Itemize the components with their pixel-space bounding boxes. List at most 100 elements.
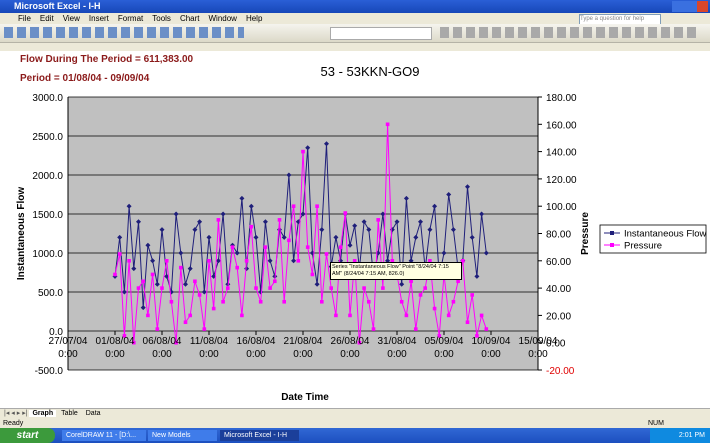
chart-title: 53 - 53KKN-GO9 bbox=[321, 64, 420, 79]
sheet-tab[interactable]: Table bbox=[61, 410, 78, 417]
x-tick-label: 10/09/04 0:00 bbox=[471, 336, 511, 360]
point-marker bbox=[254, 286, 258, 290]
y-tick-label: -500.0 bbox=[35, 366, 64, 377]
status-bar: Ready NUM bbox=[0, 419, 710, 428]
menu-item[interactable]: File bbox=[18, 14, 31, 23]
sheet-tabs: |◂ ◂ ▸ ▸| Graph Table Data bbox=[0, 408, 710, 419]
point-marker bbox=[141, 279, 145, 284]
point-marker bbox=[329, 286, 333, 290]
point-marker bbox=[315, 204, 319, 208]
point-marker bbox=[381, 286, 385, 290]
point-marker bbox=[230, 245, 235, 249]
start-button[interactable]: start bbox=[0, 428, 55, 443]
legend-marker bbox=[610, 231, 614, 235]
point-marker bbox=[320, 299, 324, 304]
point-marker bbox=[428, 259, 432, 263]
menu-item[interactable]: Insert bbox=[88, 14, 109, 23]
menu-item[interactable]: Help bbox=[245, 14, 263, 23]
window-buttons[interactable] bbox=[672, 1, 708, 12]
point-marker bbox=[291, 204, 296, 208]
point-marker bbox=[136, 219, 141, 225]
point-marker bbox=[461, 259, 465, 263]
status-num: NUM bbox=[648, 420, 664, 427]
y2-tick-label: 160.00 bbox=[546, 120, 577, 131]
menu-item[interactable]: Tools bbox=[152, 14, 171, 23]
clock: 2:01 PM bbox=[650, 428, 710, 443]
point-marker bbox=[475, 334, 479, 338]
x-tick-label: 27/07/04 0:00 bbox=[48, 336, 88, 360]
point-marker bbox=[173, 211, 179, 217]
point-marker bbox=[263, 245, 268, 249]
point-marker bbox=[287, 238, 291, 243]
y-tick-label: 1500.0 bbox=[32, 210, 63, 221]
menu-item[interactable]: Window bbox=[208, 14, 237, 23]
point-marker bbox=[146, 313, 150, 318]
point-marker bbox=[193, 279, 197, 284]
point-marker bbox=[446, 192, 452, 197]
menu-item[interactable]: Edit bbox=[39, 14, 54, 23]
point-marker bbox=[248, 203, 254, 209]
point-marker bbox=[423, 286, 427, 290]
point-marker bbox=[310, 272, 315, 277]
legend-label: Pressure bbox=[624, 241, 662, 252]
close-button[interactable] bbox=[697, 1, 708, 12]
point-marker bbox=[216, 218, 221, 222]
point-marker bbox=[403, 195, 409, 201]
sheet-tab[interactable]: Data bbox=[85, 410, 101, 417]
point-marker bbox=[244, 259, 249, 263]
point-marker bbox=[117, 234, 123, 240]
point-marker bbox=[202, 327, 207, 331]
point-marker bbox=[235, 265, 239, 270]
point-marker bbox=[450, 227, 456, 233]
point-marker bbox=[324, 252, 329, 256]
y2-tick-label: -20.00 bbox=[546, 366, 575, 377]
point-marker bbox=[221, 299, 225, 304]
annotation: Period = 01/08/04 - 09/09/04 bbox=[20, 73, 150, 84]
taskbar-item[interactable]: Microsoft Excel - I-H bbox=[220, 430, 299, 441]
point-marker bbox=[376, 218, 380, 222]
taskbar-item[interactable]: CorelDRAW 11 - [D:\... bbox=[62, 430, 146, 441]
formula-bar bbox=[0, 43, 710, 51]
point-marker bbox=[352, 259, 357, 263]
sheet-tab[interactable]: Graph bbox=[29, 410, 57, 417]
point-marker bbox=[446, 313, 451, 318]
point-marker bbox=[249, 224, 254, 229]
menu-item[interactable]: Chart bbox=[179, 14, 200, 23]
point-marker bbox=[207, 259, 211, 263]
point-marker bbox=[418, 293, 423, 297]
point-marker bbox=[179, 265, 183, 270]
menu-item[interactable]: Format bbox=[117, 14, 144, 23]
point-marker bbox=[122, 334, 127, 338]
menu-item[interactable]: View bbox=[62, 14, 80, 23]
point-marker bbox=[357, 340, 362, 345]
point-marker bbox=[240, 313, 244, 318]
point-marker bbox=[394, 219, 400, 225]
y2-tick-label: 60.00 bbox=[546, 257, 571, 268]
toolbar-icons[interactable] bbox=[4, 27, 244, 38]
point-marker bbox=[413, 234, 419, 240]
point-marker bbox=[164, 259, 169, 263]
point-marker bbox=[305, 145, 311, 151]
taskbar-item[interactable]: New Models bbox=[148, 430, 217, 441]
point-marker bbox=[188, 313, 192, 318]
y-tick-label: 0.0 bbox=[49, 327, 63, 338]
point-marker bbox=[145, 242, 151, 248]
format-icons[interactable] bbox=[440, 27, 700, 38]
point-marker bbox=[286, 172, 292, 178]
y2-tick-label: 140.00 bbox=[546, 148, 577, 159]
point-marker bbox=[418, 219, 423, 225]
point-marker bbox=[127, 259, 131, 263]
point-marker bbox=[319, 227, 325, 233]
point-marker bbox=[469, 234, 475, 240]
point-marker bbox=[183, 281, 188, 287]
point-marker bbox=[314, 281, 320, 287]
series-line bbox=[114, 143, 487, 308]
point-marker bbox=[273, 279, 277, 284]
point-marker bbox=[348, 313, 352, 318]
y-tick-label: 2500.0 bbox=[32, 132, 63, 143]
point-marker bbox=[159, 227, 165, 233]
chart-object-box[interactable] bbox=[330, 27, 432, 40]
point-marker bbox=[456, 279, 460, 284]
point-marker bbox=[301, 149, 305, 154]
point-marker bbox=[126, 203, 132, 209]
